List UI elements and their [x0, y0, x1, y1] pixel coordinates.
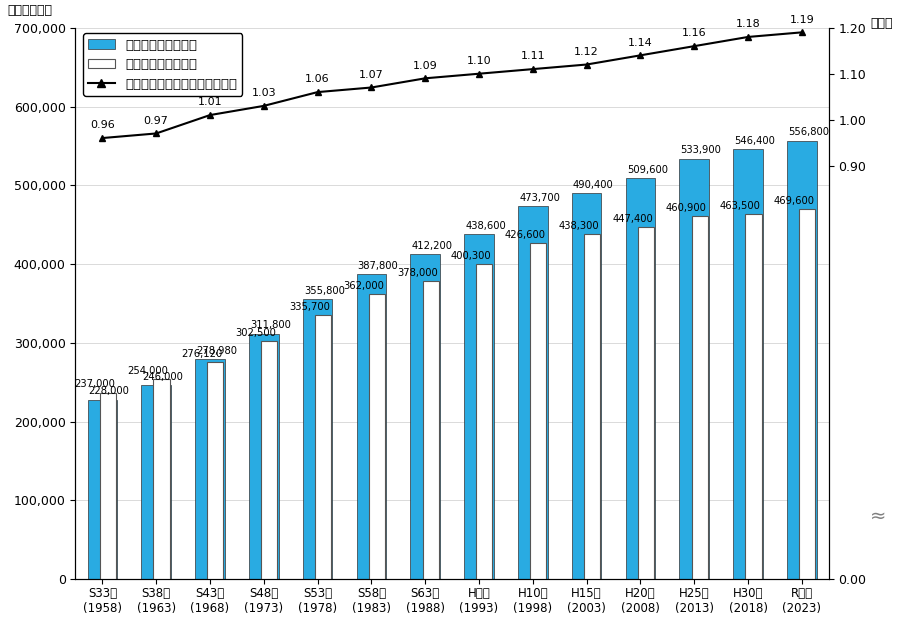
- Bar: [734, 149, 763, 579]
- Bar: [530, 243, 546, 579]
- Bar: [638, 227, 654, 579]
- Bar: [207, 362, 223, 579]
- Bar: [195, 359, 225, 579]
- Bar: [141, 386, 171, 579]
- Bar: [410, 255, 440, 579]
- Text: 355,800: 355,800: [304, 286, 345, 295]
- Legend: 総住宅数（左目盛）, 総世帯数（左目盛）, １世帯当たり住宅数（右目盛）: 総住宅数（左目盛）, 総世帯数（左目盛）, １世帯当たり住宅数（右目盛）: [83, 33, 242, 96]
- Bar: [691, 216, 707, 579]
- Text: 237,000: 237,000: [74, 379, 114, 389]
- Bar: [572, 193, 601, 579]
- Bar: [680, 158, 709, 579]
- Text: 447,400: 447,400: [612, 213, 652, 223]
- Text: 1.14: 1.14: [628, 38, 652, 48]
- Text: 463,500: 463,500: [720, 201, 760, 211]
- Y-axis label: （戸）: （戸）: [870, 17, 893, 29]
- Text: 412,200: 412,200: [411, 242, 453, 252]
- Text: 1.09: 1.09: [413, 61, 437, 71]
- Bar: [302, 299, 332, 579]
- Bar: [745, 214, 761, 579]
- Bar: [100, 393, 116, 579]
- Bar: [154, 379, 169, 579]
- Text: 1.03: 1.03: [251, 88, 276, 98]
- Text: 1.19: 1.19: [789, 14, 814, 24]
- Bar: [422, 282, 438, 579]
- Text: 1.06: 1.06: [305, 74, 330, 85]
- Text: ≈: ≈: [869, 506, 886, 525]
- Bar: [788, 141, 816, 579]
- Text: 1.01: 1.01: [198, 98, 222, 107]
- Text: 362,000: 362,000: [343, 281, 383, 291]
- Bar: [261, 341, 277, 579]
- Text: 490,400: 490,400: [573, 180, 614, 190]
- Text: 473,700: 473,700: [519, 193, 560, 203]
- Bar: [87, 399, 117, 579]
- Text: 469,600: 469,600: [773, 196, 814, 206]
- Y-axis label: （戸、世帯）: （戸、世帯）: [8, 4, 53, 17]
- Text: 509,600: 509,600: [626, 165, 668, 175]
- Text: 278,980: 278,980: [196, 346, 238, 356]
- Text: 378,000: 378,000: [397, 269, 437, 279]
- Bar: [249, 334, 279, 579]
- Text: 438,600: 438,600: [465, 220, 506, 230]
- Text: 1.16: 1.16: [682, 28, 707, 38]
- Bar: [518, 206, 548, 579]
- Bar: [476, 264, 492, 579]
- Text: 1.10: 1.10: [467, 56, 491, 66]
- Text: 0.96: 0.96: [90, 120, 114, 130]
- Text: 460,900: 460,900: [666, 203, 706, 213]
- Bar: [799, 209, 815, 579]
- Text: 400,300: 400,300: [451, 251, 491, 260]
- Text: 1.07: 1.07: [359, 69, 383, 80]
- Text: 533,900: 533,900: [680, 145, 722, 155]
- Text: 556,800: 556,800: [788, 128, 829, 138]
- Bar: [315, 315, 331, 579]
- Text: 438,300: 438,300: [558, 221, 599, 231]
- Text: 387,800: 387,800: [357, 260, 399, 270]
- Bar: [356, 274, 386, 579]
- Text: 335,700: 335,700: [289, 302, 330, 312]
- Bar: [464, 233, 494, 579]
- Text: 546,400: 546,400: [734, 136, 775, 146]
- Bar: [584, 234, 600, 579]
- Text: 1.11: 1.11: [520, 51, 545, 61]
- Text: 228,000: 228,000: [88, 386, 130, 396]
- Text: 276,120: 276,120: [181, 349, 222, 359]
- Bar: [626, 178, 655, 579]
- Text: 426,600: 426,600: [504, 230, 545, 240]
- Text: 302,500: 302,500: [235, 328, 276, 338]
- Text: 254,000: 254,000: [128, 366, 168, 376]
- Text: 246,000: 246,000: [142, 372, 184, 382]
- Bar: [369, 294, 385, 579]
- Text: 1.18: 1.18: [735, 19, 760, 29]
- Text: 311,800: 311,800: [250, 321, 291, 331]
- Text: 0.97: 0.97: [144, 116, 168, 126]
- Text: 1.12: 1.12: [574, 47, 599, 57]
